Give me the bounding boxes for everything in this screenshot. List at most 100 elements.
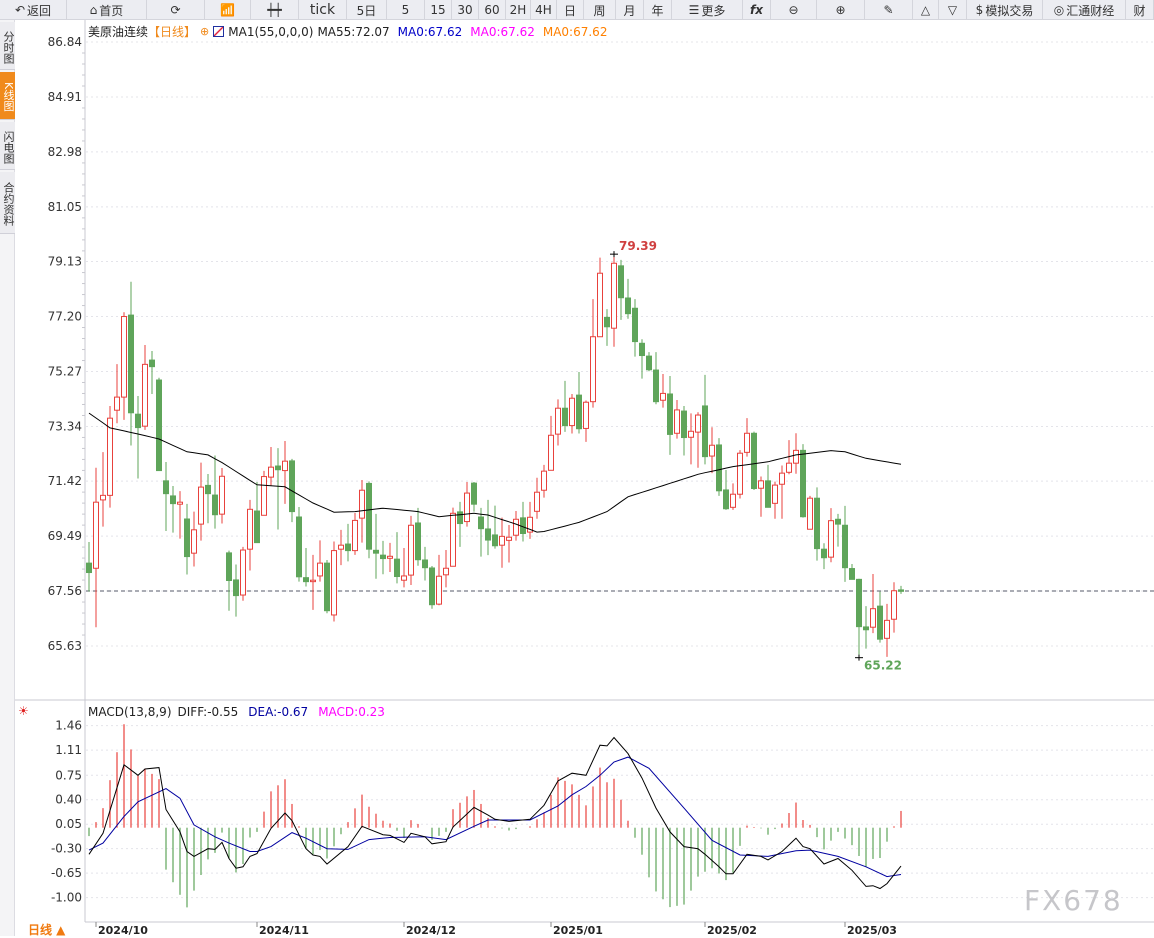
price-tick-label: 84.91 bbox=[48, 90, 82, 104]
toolbar-button-15[interactable]: 月 bbox=[616, 0, 644, 20]
candle bbox=[709, 427, 715, 474]
chart-indicator-button[interactable]: 📶 bbox=[205, 0, 251, 20]
macd-dea: DEA:-0.67 bbox=[248, 705, 309, 719]
toolbar-button-17[interactable]: ☰ 更多 bbox=[672, 0, 743, 20]
candle bbox=[296, 507, 302, 582]
zoom-in-button[interactable]: ⊕ bbox=[817, 0, 865, 20]
candle-body bbox=[338, 544, 344, 550]
candle-body bbox=[107, 417, 113, 496]
candle bbox=[751, 431, 757, 490]
tab-kline[interactable]: K线图 bbox=[0, 72, 15, 120]
candle-body bbox=[387, 555, 393, 559]
toolbar-button-7[interactable]: 5 bbox=[387, 0, 425, 20]
formula-fx-button[interactable]: fx bbox=[743, 0, 771, 20]
toolbar-button-24[interactable]: $ 模拟交易 bbox=[967, 0, 1043, 20]
ma0-value-magenta: MA0:67.62 bbox=[470, 24, 535, 39]
toolbar-button-12[interactable]: 4H bbox=[531, 0, 557, 20]
candle-body bbox=[478, 516, 484, 530]
candle bbox=[415, 507, 421, 566]
toolbar-button-16[interactable]: 年 bbox=[644, 0, 672, 20]
candle bbox=[261, 470, 267, 516]
candle bbox=[681, 405, 687, 456]
candle bbox=[485, 499, 491, 556]
toolbar-label: 30 bbox=[457, 3, 473, 17]
candle-body bbox=[793, 449, 799, 464]
toolbar-button-10[interactable]: 60 bbox=[479, 0, 506, 20]
candle bbox=[401, 548, 407, 588]
candle bbox=[86, 542, 92, 592]
toolbar-button-25[interactable]: ◎ 汇通财经 bbox=[1043, 0, 1126, 20]
candle-body bbox=[660, 392, 666, 401]
candle-body bbox=[870, 608, 876, 628]
candle-body bbox=[828, 520, 834, 558]
candle bbox=[527, 501, 533, 539]
candle-body bbox=[170, 495, 176, 505]
price-tick-label: 67.56 bbox=[48, 584, 82, 598]
candle-body bbox=[751, 432, 757, 490]
candle-body bbox=[135, 413, 141, 429]
triangle-up-button[interactable]: △ bbox=[913, 0, 939, 20]
huitong-logo-icon: ◎ bbox=[1053, 3, 1065, 17]
candle bbox=[597, 257, 603, 338]
toolbar-label: 月 bbox=[623, 3, 636, 18]
macd-settings-icon[interactable]: ☀ bbox=[18, 704, 29, 718]
period-selector-button[interactable]: 日线 ▲ bbox=[16, 921, 84, 937]
crosshair-toggle-icon[interactable]: ⊕ bbox=[200, 25, 210, 38]
toolbar-label: 模拟交易 bbox=[985, 3, 1034, 18]
pen-draw-button[interactable]: ✎ bbox=[865, 0, 913, 20]
formula-fx-icon: fx bbox=[750, 3, 763, 17]
candle bbox=[310, 554, 316, 610]
toolbar-label: 汇通财经 bbox=[1066, 3, 1115, 18]
toolbar-label: 更多 bbox=[701, 3, 726, 18]
macd-diff-line bbox=[88, 736, 902, 890]
candle bbox=[702, 374, 708, 465]
tab-flash-chart[interactable]: 闪电图 bbox=[0, 122, 15, 170]
candle-body bbox=[184, 518, 190, 558]
tab-contract-info[interactable]: 合约资料 bbox=[0, 172, 15, 234]
candle bbox=[457, 501, 463, 547]
price-tick-label: 73.34 bbox=[48, 419, 82, 433]
candle bbox=[877, 591, 883, 643]
price-tick-label: 71.42 bbox=[48, 474, 82, 488]
candle bbox=[674, 399, 680, 439]
candle-body bbox=[541, 470, 547, 491]
candle bbox=[695, 412, 701, 468]
tab-time-sharing[interactable]: 分时图 bbox=[0, 22, 15, 70]
toolbar-button-11[interactable]: 2H bbox=[506, 0, 531, 20]
candle-body bbox=[128, 314, 134, 414]
candle bbox=[226, 550, 232, 611]
ma-name: MA1(55,0,0,0) bbox=[228, 24, 314, 39]
candle bbox=[212, 455, 218, 529]
indicator-chart-icon[interactable] bbox=[213, 26, 225, 37]
candlestick-button[interactable]: ┿┿ bbox=[251, 0, 299, 20]
candle bbox=[513, 511, 519, 541]
candle bbox=[331, 541, 337, 622]
candle bbox=[793, 433, 799, 474]
toolbar-button-8[interactable]: 15 bbox=[425, 0, 452, 20]
candle bbox=[282, 440, 288, 504]
toolbar-button-14[interactable]: 周 bbox=[584, 0, 616, 20]
toolbar-label: 返回 bbox=[27, 3, 52, 18]
zoom-out-button[interactable]: ⊖ bbox=[771, 0, 817, 20]
candle-body bbox=[730, 493, 736, 508]
toolbar-button-5[interactable]: tick bbox=[299, 0, 347, 20]
toolbar-button-9[interactable]: 30 bbox=[452, 0, 479, 20]
toolbar-button-13[interactable]: 日 bbox=[557, 0, 584, 20]
toolbar-button-0[interactable]: ↶ 返回 bbox=[0, 0, 67, 20]
candle bbox=[450, 507, 456, 567]
toolbar-label: 5日 bbox=[356, 3, 377, 18]
triangle-down-button[interactable]: ▽ bbox=[939, 0, 967, 20]
candle-body bbox=[681, 410, 687, 439]
toolbar-button-1[interactable]: ⌂ 首页 bbox=[67, 0, 147, 20]
candle bbox=[170, 485, 176, 533]
high-price-label: 79.39 bbox=[619, 239, 657, 253]
candle bbox=[471, 481, 477, 512]
candle bbox=[583, 400, 589, 442]
refresh-button[interactable]: ⟳ bbox=[147, 0, 205, 20]
toolbar-button-26[interactable]: 财 bbox=[1126, 0, 1154, 20]
toolbar-button-6[interactable]: 5日 bbox=[347, 0, 387, 20]
candle bbox=[604, 309, 610, 346]
toolbar-label: 日 bbox=[563, 3, 576, 18]
candle-body bbox=[814, 497, 820, 550]
